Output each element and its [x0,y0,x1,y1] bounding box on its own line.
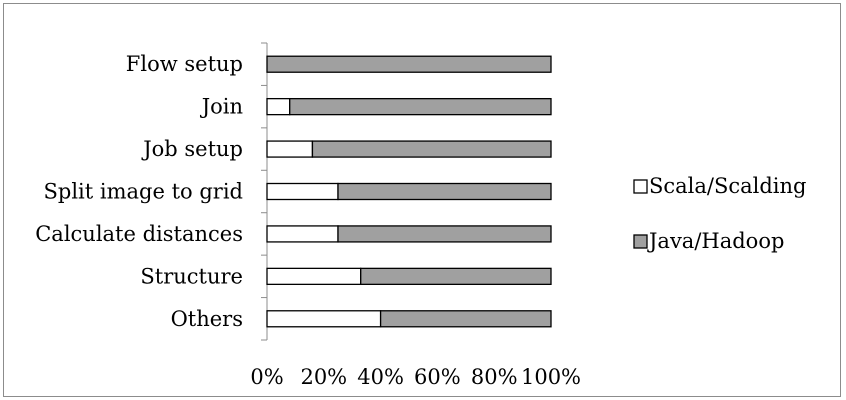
x-tick-label: 80% [471,365,518,389]
bar-scala-scalding [266,97,291,116]
x-tick-label: 100% [521,365,581,389]
bar-java-hadoop [289,97,552,116]
x-tick-label: 20% [300,365,347,389]
bar-java-hadoop [337,225,552,243]
legend-swatch [633,234,648,249]
legend-swatch [633,179,648,194]
category-label: Job setup [141,137,243,161]
bar-java-hadoop [337,182,552,201]
legend-label: Java/Hadoop [647,229,784,253]
bar-scala-scalding [266,225,339,243]
category-label: Structure [140,264,243,288]
category-label: Others [171,307,243,331]
category-label: Calculate distances [35,222,243,246]
bar-java-hadoop [360,267,552,286]
x-tick-label: 40% [357,365,404,389]
bar-java-hadoop [311,140,552,158]
legend-label: Scala/Scalding [649,174,807,198]
bar-scala-scalding [266,182,339,201]
bar-scala-scalding [266,140,314,158]
category-label: Flow setup [126,52,243,76]
category-label: Split image to grid [44,180,243,204]
bar-scala-scalding [266,267,362,286]
category-label: Join [200,95,243,119]
bar-java-hadoop [266,55,552,73]
bar-scala-scalding [266,310,382,328]
bar-java-hadoop [379,310,552,328]
x-tick-label: 60% [414,365,461,389]
x-tick-label: 0% [250,365,283,389]
